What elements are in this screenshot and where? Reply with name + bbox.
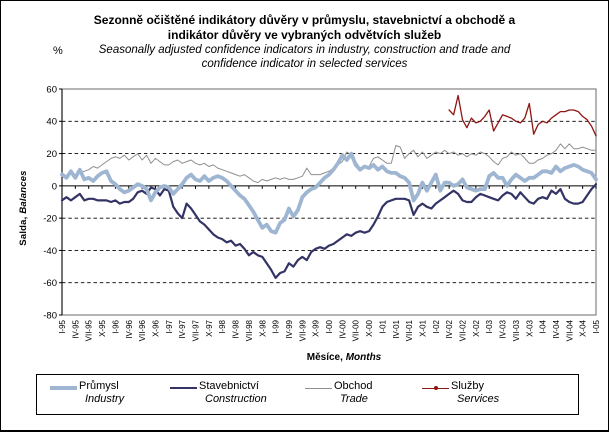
- svg-text:VII-95: VII-95: [85, 319, 94, 341]
- svg-text:X-00: X-00: [365, 319, 374, 336]
- svg-text:VII-97: VII-97: [192, 319, 201, 341]
- svg-text:X-04: X-04: [579, 319, 588, 336]
- svg-text:X-97: X-97: [205, 319, 214, 336]
- svg-text:-60: -60: [43, 278, 57, 289]
- svg-text:40: 40: [46, 117, 57, 128]
- svg-text:X-99: X-99: [312, 319, 321, 336]
- svg-text:I-03: I-03: [485, 319, 494, 333]
- svg-text:I-02: I-02: [432, 319, 441, 333]
- chart-title-line1: Sezonně očištěné indikátory důvěry v prů…: [93, 13, 516, 27]
- svg-text:IV-97: IV-97: [178, 319, 187, 338]
- svg-text:I-97: I-97: [165, 319, 174, 333]
- svg-text:X-98: X-98: [258, 319, 267, 336]
- svg-text:IV-04: IV-04: [552, 319, 561, 338]
- svg-text:IV-02: IV-02: [445, 319, 454, 338]
- svg-text:I-99: I-99: [272, 319, 281, 333]
- svg-text:I-00: I-00: [325, 319, 334, 333]
- x-axis-title-en: Months: [345, 352, 382, 363]
- svg-text:I-96: I-96: [111, 319, 120, 333]
- legend-item-industry: Průmysl Industry: [50, 380, 124, 406]
- svg-text:X-96: X-96: [151, 319, 160, 336]
- svg-text:VII-03: VII-03: [512, 319, 521, 341]
- chart-title-line2: indikátor důvěry ve vybraných odvětvích …: [167, 28, 442, 42]
- svg-text:IV-98: IV-98: [232, 319, 241, 338]
- legend-line-sample-industry: [50, 386, 77, 390]
- svg-text:X-03: X-03: [525, 319, 534, 336]
- svg-text:60: 60: [46, 84, 57, 95]
- legend-item-services: Služby Services: [422, 380, 499, 406]
- legend-item-construction: Stavebnictví Construction: [170, 380, 267, 406]
- svg-text:X-95: X-95: [98, 319, 107, 336]
- legend-label-construction-cs: Stavebnictví: [199, 380, 259, 392]
- legend-line-sample-trade: [305, 387, 332, 389]
- chart-subtitle-line1: Seasonally adjusted confidence indicator…: [98, 44, 511, 56]
- legend: Průmysl Industry Stavebnictví Constructi…: [36, 374, 579, 415]
- svg-text:IV-99: IV-99: [285, 319, 294, 338]
- legend-label-trade-en: Trade: [340, 393, 368, 405]
- x-axis-title-cs: Měsíce,: [306, 352, 343, 363]
- svg-text:-20: -20: [43, 214, 57, 225]
- svg-text:VII-98: VII-98: [245, 319, 254, 341]
- svg-text:I-04: I-04: [539, 319, 548, 333]
- svg-text:IV-95: IV-95: [71, 319, 80, 338]
- svg-text:VII-99: VII-99: [298, 319, 307, 341]
- svg-text:0: 0: [52, 181, 57, 192]
- svg-text:20: 20: [46, 149, 57, 160]
- svg-text:VII-01: VII-01: [405, 319, 414, 341]
- svg-text:I-95: I-95: [58, 319, 67, 333]
- svg-text:-80: -80: [43, 310, 57, 321]
- legend-label-industry-cs: Průmysl: [79, 380, 119, 392]
- svg-text:-40: -40: [43, 246, 57, 257]
- svg-text:IV-00: IV-00: [338, 319, 347, 338]
- svg-text:VII-00: VII-00: [352, 319, 361, 341]
- legend-label-construction-en: Construction: [205, 393, 267, 405]
- svg-text:IV-96: IV-96: [125, 319, 134, 338]
- title-block: Sezonně očištěné indikátory důvěry v prů…: [1, 13, 608, 71]
- legend-label-trade-cs: Obchod: [334, 380, 373, 392]
- legend-line-sample-services: [422, 386, 449, 390]
- svg-text:IV-03: IV-03: [499, 319, 508, 338]
- svg-text:VII-02: VII-02: [459, 319, 468, 341]
- svg-text:I-05: I-05: [592, 319, 601, 333]
- y-axis-unit-label: %: [53, 45, 63, 57]
- legend-label-services-cs: Služby: [451, 380, 485, 392]
- svg-text:IV-01: IV-01: [392, 319, 401, 338]
- legend-label-services-en: Services: [457, 393, 500, 405]
- chart-subtitle-line2: confidence indicator in selected service…: [201, 58, 408, 70]
- svg-text:VII-96: VII-96: [138, 319, 147, 341]
- x-axis-title: Měsíce, Months: [254, 352, 434, 363]
- svg-text:I-01: I-01: [378, 319, 387, 333]
- svg-text:I-98: I-98: [218, 319, 227, 333]
- legend-item-trade: Obchod Trade: [305, 380, 373, 406]
- svg-text:VII-04: VII-04: [565, 319, 574, 341]
- legend-line-sample-construction: [170, 387, 197, 389]
- svg-text:X-02: X-02: [472, 319, 481, 336]
- legend-label-industry-en: Industry: [85, 393, 125, 405]
- svg-text:X-01: X-01: [418, 319, 427, 336]
